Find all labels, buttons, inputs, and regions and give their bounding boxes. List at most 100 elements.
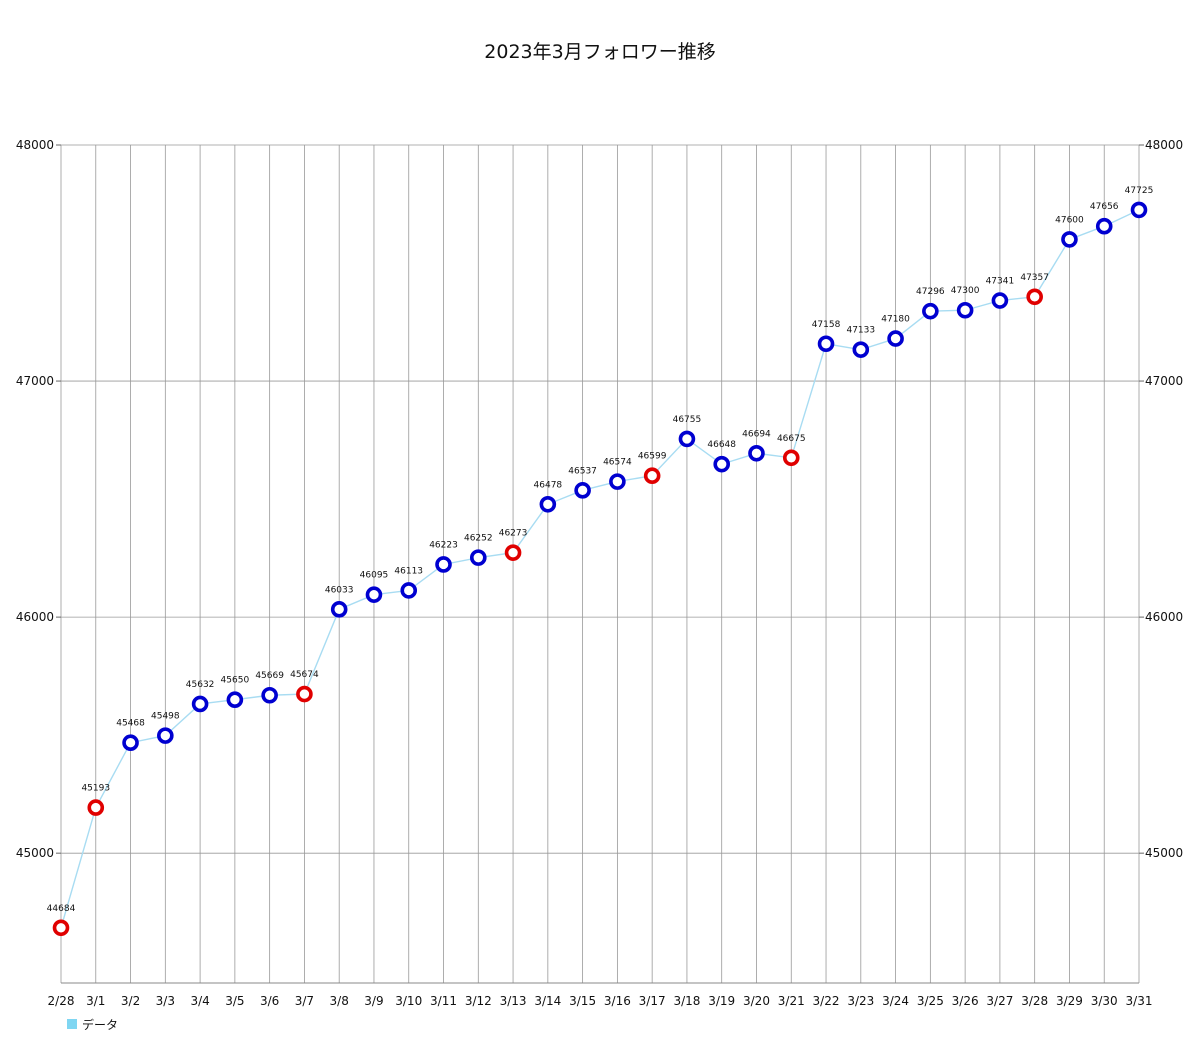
x-tick-label: 3/11 — [430, 994, 457, 1008]
data-label: 46537 — [568, 466, 597, 476]
data-point — [226, 691, 244, 709]
data-point-highlight — [782, 449, 800, 467]
x-tick-label: 3/29 — [1056, 994, 1083, 1008]
data-point — [469, 549, 487, 566]
x-tick-label: 3/20 — [743, 994, 770, 1008]
data-label: 46599 — [638, 452, 667, 462]
data-label: 46574 — [603, 458, 632, 468]
data-point — [852, 341, 870, 358]
x-tick-label: 3/23 — [847, 994, 874, 1008]
data-point — [991, 292, 1009, 309]
data-point — [330, 601, 348, 618]
y-tick-label: 48000 — [16, 138, 54, 152]
y-tick-label: 47000 — [1145, 374, 1183, 388]
y-axis-left: 45000 46000 47000 48000 — [16, 138, 61, 860]
data-label: 47357 — [1020, 273, 1049, 283]
series-line — [60, 209, 1140, 928]
data-label: 45468 — [116, 719, 145, 729]
x-tick-label: 3/30 — [1091, 994, 1118, 1008]
x-tick-label: 3/15 — [569, 994, 596, 1008]
data-label: 47725 — [1125, 186, 1154, 196]
data-label: 45669 — [255, 671, 284, 681]
data-point — [678, 430, 696, 448]
x-tick-label: 3/25 — [917, 994, 944, 1008]
data-label: 46113 — [394, 566, 423, 576]
y-tick-label: 47000 — [16, 374, 54, 388]
data-label: 45632 — [186, 680, 215, 690]
x-tick-label: 3/22 — [813, 994, 840, 1008]
x-tick-label: 3/21 — [778, 994, 805, 1008]
data-point — [261, 686, 278, 704]
x-tick-label: 3/12 — [465, 994, 492, 1008]
x-tick-label: 3/8 — [330, 994, 349, 1008]
data-point-highlight — [87, 799, 105, 816]
data-label: 45674 — [290, 670, 319, 680]
x-tick-label: 3/1 — [86, 994, 105, 1008]
data-label: 46252 — [464, 534, 493, 544]
x-tick-label: 3/4 — [190, 994, 209, 1008]
x-tick-label: 3/10 — [395, 994, 422, 1008]
data-point — [609, 473, 626, 490]
data-point — [365, 586, 383, 603]
data-label: 44684 — [47, 904, 76, 914]
data-label: 46478 — [534, 480, 563, 490]
data-point — [713, 455, 731, 473]
data-point — [574, 482, 591, 499]
data-label: 45650 — [221, 676, 250, 686]
x-tick-label: 3/31 — [1126, 994, 1153, 1008]
y-tick-label: 48000 — [1145, 138, 1183, 152]
y-axis-right: 45000 46000 47000 48000 — [1139, 138, 1183, 860]
data-label: 46223 — [429, 540, 458, 550]
data-point-highlight — [296, 685, 313, 703]
data-label: 47300 — [951, 286, 980, 296]
x-tick-label: 3/28 — [1021, 994, 1048, 1008]
data-point — [1095, 217, 1113, 235]
data-points — [52, 201, 1148, 937]
data-label: 46755 — [673, 415, 702, 425]
data-label: 47600 — [1055, 215, 1084, 225]
y-tick-label: 45000 — [16, 846, 54, 860]
x-tick-label: 3/14 — [534, 994, 561, 1008]
data-point — [748, 444, 765, 462]
data-point — [1061, 231, 1078, 248]
data-point — [157, 727, 174, 744]
x-tick-label: 2/28 — [48, 994, 75, 1008]
data-point — [956, 301, 974, 319]
data-point — [817, 335, 835, 353]
data-point-highlight — [1026, 288, 1043, 306]
data-point — [887, 330, 904, 347]
data-point — [922, 302, 939, 320]
data-label: 47158 — [812, 320, 841, 330]
data-label: 47180 — [881, 315, 910, 325]
x-tick-label: 3/7 — [295, 994, 314, 1008]
chart-title: 2023年3月フォロワー推移 — [484, 41, 715, 63]
data-label: 46648 — [707, 440, 736, 450]
data-point — [400, 582, 418, 599]
x-tick-label: 3/19 — [708, 994, 735, 1008]
y-tick-label: 45000 — [1145, 846, 1183, 860]
x-tick-label: 3/9 — [364, 994, 383, 1008]
data-point-highlight — [643, 467, 661, 485]
x-tick-label: 3/2 — [121, 994, 140, 1008]
legend-swatch — [67, 1019, 77, 1029]
data-point — [122, 734, 139, 751]
data-label: 45498 — [151, 712, 180, 722]
legend-label: データ — [82, 1017, 118, 1032]
x-tick-label: 3/6 — [260, 994, 279, 1008]
data-point-highlight — [504, 544, 522, 561]
data-point — [1130, 201, 1148, 219]
data-labels: 44684 45193 45468 45498 45632 45650 45669 45674… — [47, 186, 1154, 914]
x-tick-label: 3/5 — [225, 994, 244, 1008]
x-tick-label: 3/26 — [952, 994, 979, 1008]
data-label: 47341 — [986, 277, 1015, 287]
data-point — [435, 556, 452, 573]
data-label: 46095 — [360, 571, 389, 581]
data-label: 47296 — [916, 287, 945, 297]
x-tick-label: 3/24 — [882, 994, 909, 1008]
x-tick-label: 3/3 — [156, 994, 175, 1008]
data-label: 46033 — [325, 585, 354, 595]
x-tick-label: 3/18 — [673, 994, 700, 1008]
data-label: 45193 — [81, 784, 110, 794]
x-tick-label: 3/16 — [604, 994, 631, 1008]
